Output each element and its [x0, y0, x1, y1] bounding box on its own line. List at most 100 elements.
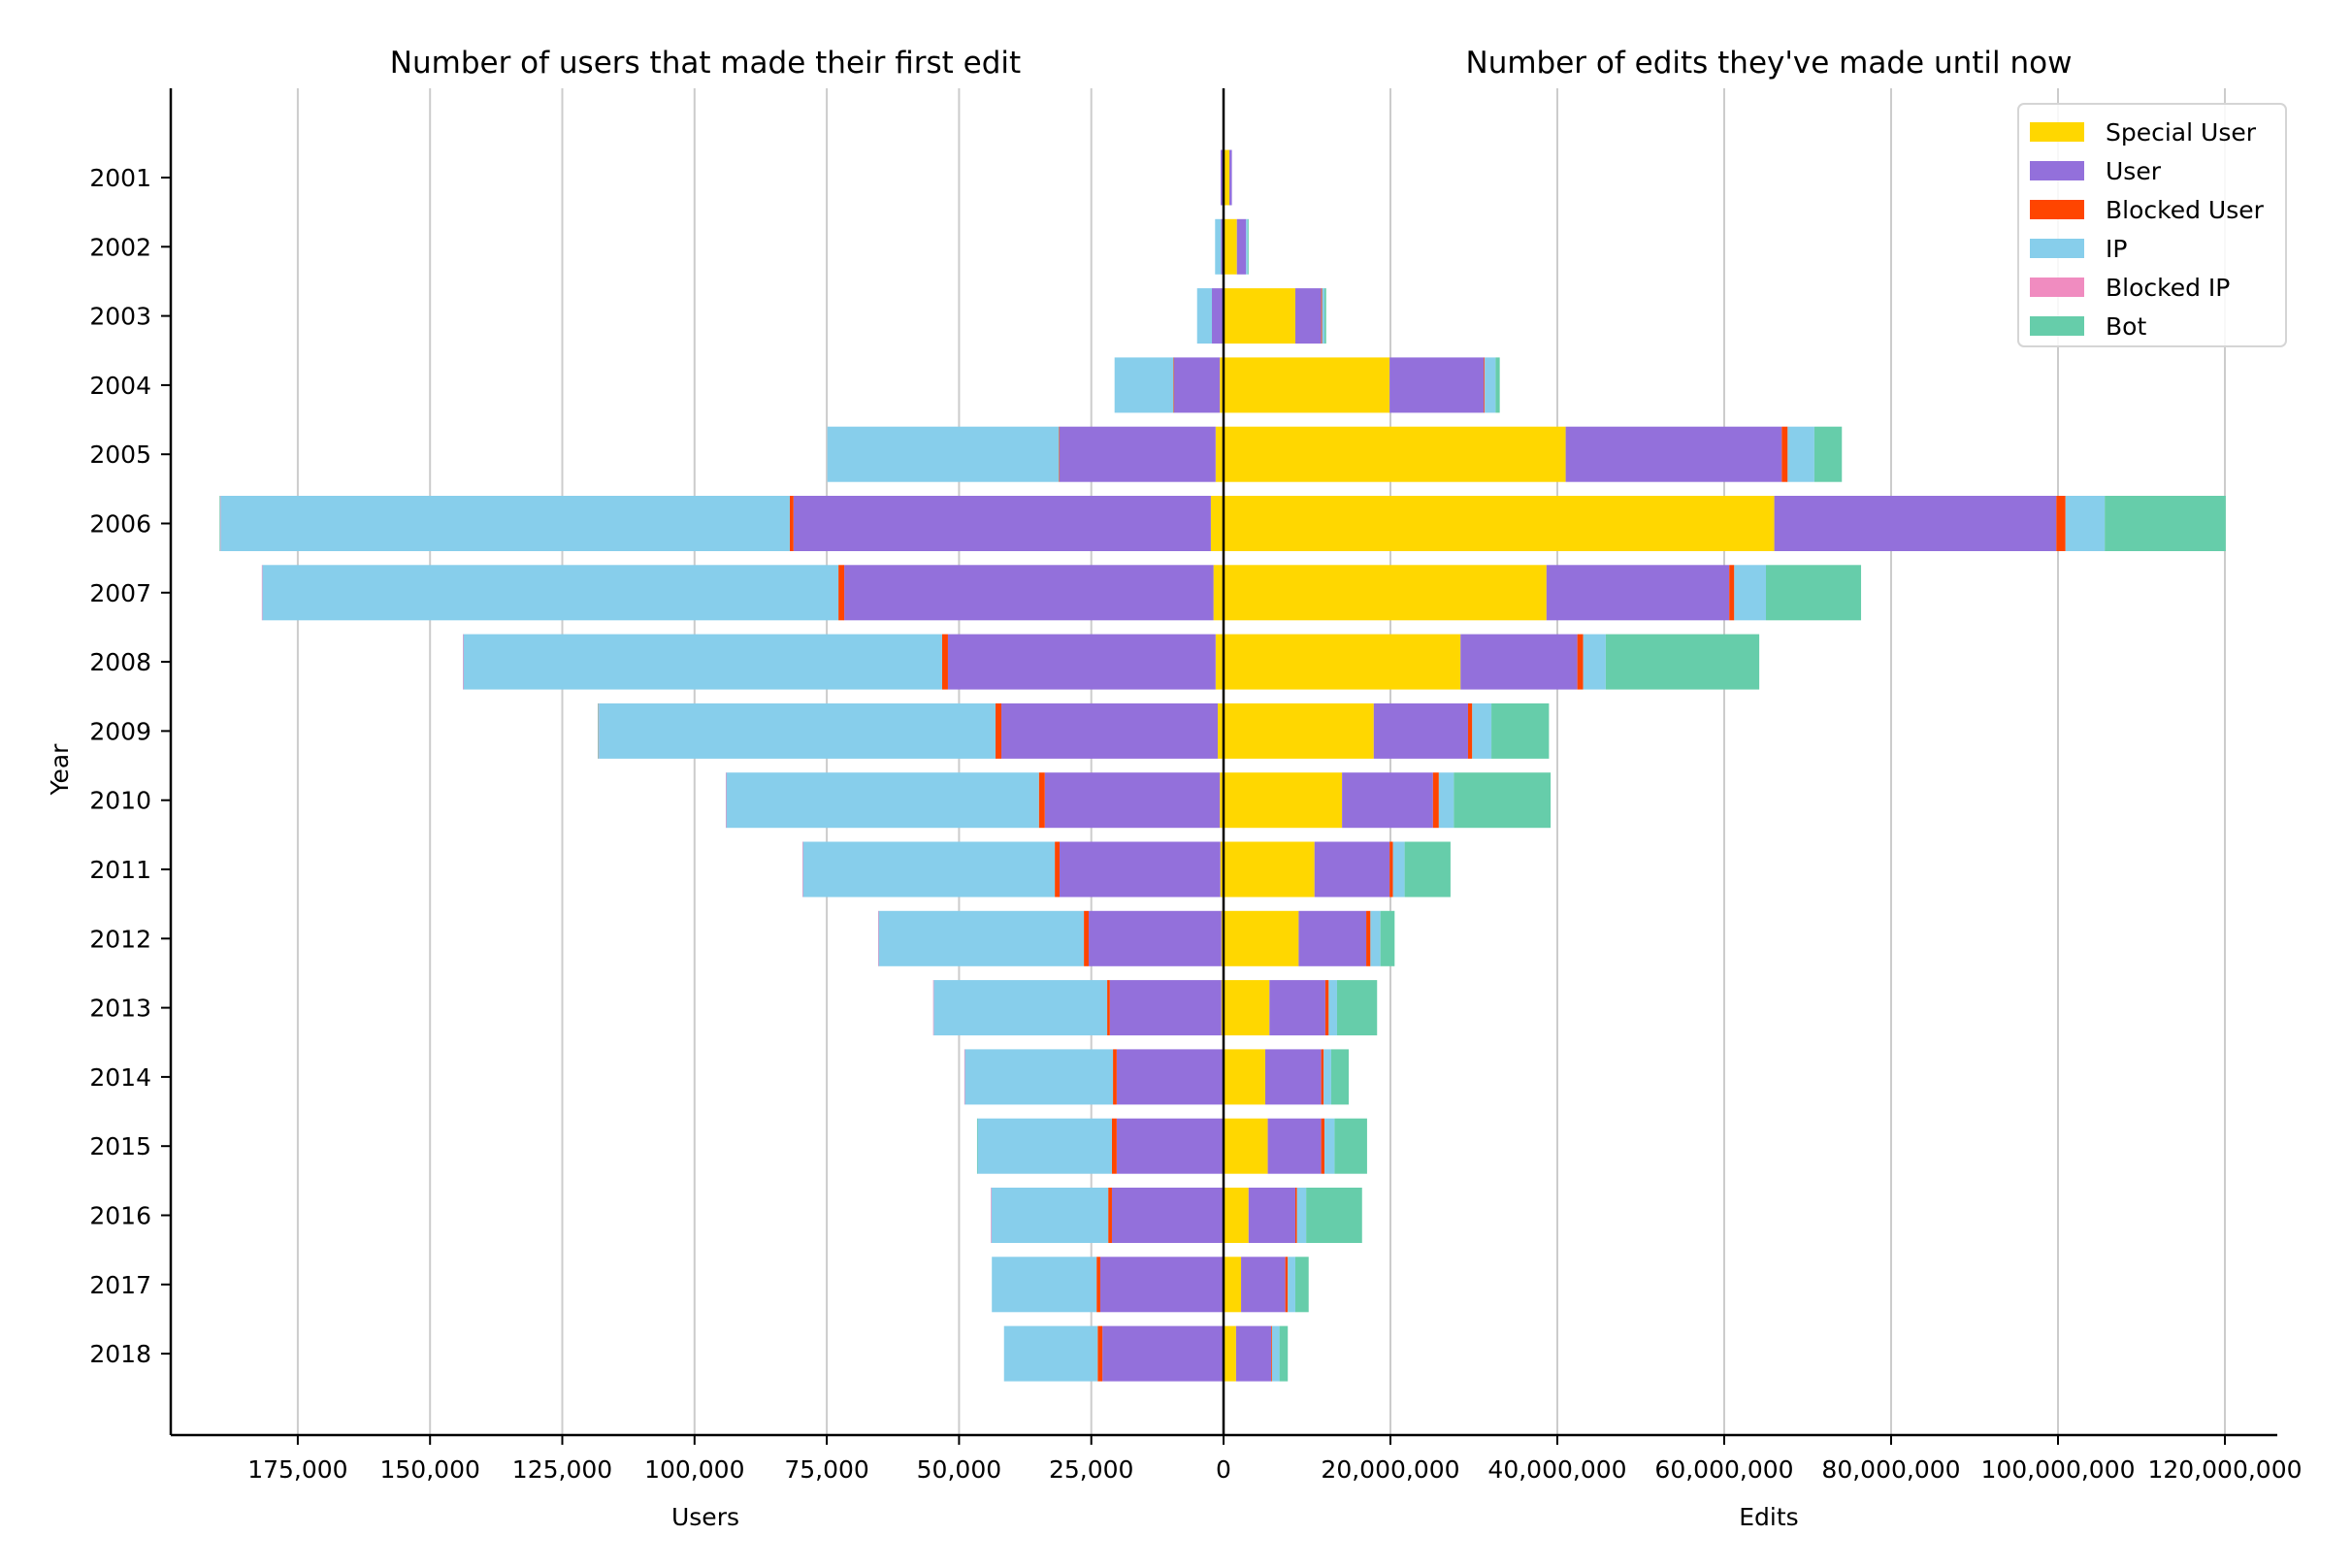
edits-bar-bot-2015 — [1334, 1118, 1367, 1174]
legend-swatch-special-user — [2030, 122, 2084, 142]
legend-swatch-user — [2030, 161, 2084, 180]
y-tick-label: 2003 — [89, 303, 151, 331]
edits-bar-special-user-2003 — [1224, 288, 1295, 344]
edits-bar-special-user-2008 — [1224, 634, 1461, 690]
legend-label-user: User — [2106, 157, 2162, 185]
edits-bar-bot-2016 — [1306, 1188, 1362, 1243]
left-chart-title: Number of users that made their first ed… — [390, 46, 1021, 81]
edits-bar-bot-2003 — [1324, 288, 1326, 344]
users-bar-blocked-ip-2011 — [802, 841, 803, 898]
edits-bar-bot-2014 — [1330, 1049, 1349, 1105]
users-bar-blocked-user-2016 — [1108, 1188, 1112, 1243]
edits-bar-bot-2012 — [1380, 910, 1395, 966]
left-x-tick-label: 25,000 — [1049, 1455, 1133, 1484]
users-bar-blocked-user-2007 — [838, 565, 845, 621]
edits-bar-blocked-user-2011 — [1389, 841, 1393, 898]
y-tick-label: 2009 — [89, 717, 151, 745]
edits-bar-user-2011 — [1314, 841, 1390, 898]
users-bar-blocked-ip-2009 — [598, 702, 600, 759]
users-bar-ip-2007 — [262, 565, 839, 621]
edits-bar-blocked-user-2008 — [1577, 634, 1584, 690]
edits-bar-user-2013 — [1269, 980, 1325, 1036]
users-bar-ip-2005 — [827, 426, 1060, 482]
edits-bar-ip-2011 — [1392, 841, 1405, 898]
users-bar-special-user-2004 — [1220, 357, 1224, 413]
edits-bar-user-2015 — [1267, 1118, 1322, 1174]
edits-bar-blocked-user-2005 — [1781, 426, 1788, 482]
users-bar-user-2009 — [1001, 702, 1219, 759]
edits-bar-bot-2011 — [1404, 841, 1451, 898]
edits-bar-blocked-user-2014 — [1321, 1049, 1324, 1105]
edits-bar-bot-2008 — [1605, 634, 1760, 690]
users-bar-blocked-ip-2006 — [219, 496, 221, 551]
right-x-tick-label: 120,000,000 — [2147, 1455, 2302, 1484]
users-bar-blocked-ip-2008 — [463, 634, 464, 690]
right-x-tick-label: 40,000,000 — [1487, 1455, 1626, 1484]
edits-bar-user-2002 — [1236, 218, 1247, 275]
users-bar-user-2013 — [1109, 980, 1222, 1036]
users-bar-ip-2008 — [463, 634, 942, 690]
users-bar-blocked-user-2012 — [1084, 910, 1089, 966]
edits-bar-ip-2004 — [1485, 357, 1496, 413]
users-bar-special-user-2009 — [1218, 702, 1224, 759]
edits-bar-user-2017 — [1241, 1257, 1286, 1313]
left-x-tick-label: 50,000 — [917, 1455, 1001, 1484]
users-bar-user-2003 — [1212, 288, 1224, 344]
users-bar-ip-2006 — [220, 496, 790, 551]
y-tick-label: 2008 — [89, 648, 151, 676]
users-bar-ip-2014 — [964, 1049, 1114, 1105]
edits-bar-bot-2002 — [1247, 218, 1249, 275]
left-x-axis-label: Users — [671, 1503, 739, 1531]
y-tick-label: 2011 — [89, 856, 151, 884]
bars — [219, 149, 2226, 1382]
edits-bar-special-user-2014 — [1224, 1049, 1265, 1105]
users-bar-special-user-2011 — [1220, 841, 1224, 898]
users-bar-ip-2004 — [1114, 357, 1174, 413]
users-bar-ip-2003 — [1196, 288, 1213, 344]
users-bar-blocked-user-2013 — [1107, 980, 1110, 1036]
left-x-tick-label: 125,000 — [512, 1455, 612, 1484]
y-axis-label: Year — [46, 743, 74, 797]
edits-bar-blocked-user-2017 — [1285, 1257, 1289, 1313]
y-tick-label: 2004 — [89, 372, 151, 400]
edits-bar-special-user-2007 — [1224, 565, 1547, 621]
legend-label-blocked-user: Blocked User — [2106, 196, 2265, 224]
left-x-tick-label: 150,000 — [380, 1455, 480, 1484]
users-bar-user-2004 — [1173, 357, 1221, 413]
edits-bar-user-2001 — [1229, 149, 1232, 206]
users-bar-blocked-ip-2016 — [991, 1188, 992, 1243]
edits-bar-blocked-user-2004 — [1484, 357, 1486, 413]
edits-bar-bot-2013 — [1336, 980, 1378, 1036]
users-bar-blocked-user-2014 — [1113, 1049, 1117, 1105]
edits-bar-user-2014 — [1265, 1049, 1322, 1105]
users-bar-user-2016 — [1111, 1188, 1223, 1243]
legend: Special User User Blocked User IP Blocked IP… — [2017, 103, 2287, 347]
edits-bar-bot-2007 — [1766, 565, 1862, 621]
users-bar-user-2017 — [1099, 1257, 1224, 1313]
edits-bar-ip-2015 — [1324, 1118, 1335, 1174]
edits-bar-special-user-2010 — [1224, 772, 1343, 829]
users-bar-special-user-2008 — [1215, 634, 1224, 690]
edits-bar-ip-2008 — [1583, 634, 1606, 690]
users-bar-blocked-user-2018 — [1097, 1325, 1103, 1382]
users-bar-ip-2016 — [991, 1188, 1109, 1243]
users-bar-ip-2002 — [1215, 218, 1222, 275]
edits-bar-special-user-2015 — [1224, 1118, 1268, 1174]
y-tick-label: 2006 — [89, 510, 151, 539]
legend-label-ip: IP — [2106, 235, 2127, 263]
edits-bar-blocked-user-2016 — [1294, 1188, 1297, 1243]
legend-swatch-ip — [2030, 239, 2084, 258]
edits-bar-special-user-2006 — [1224, 496, 1775, 551]
legend-label-bot: Bot — [2106, 312, 2146, 341]
edits-bar-user-2018 — [1235, 1325, 1272, 1382]
right-chart-title: Number of edits they've made until now — [1466, 46, 2073, 81]
edits-bar-bot-2004 — [1495, 357, 1500, 413]
edits-bar-special-user-2012 — [1224, 910, 1299, 966]
y-tick-label: 2017 — [89, 1271, 151, 1299]
edits-bar-ip-2013 — [1328, 980, 1337, 1036]
legend-label-blocked-ip: Blocked IP — [2106, 274, 2230, 302]
y-ticks: 2001 2002 2003 2004 2005 2006 2007 2008 2009 2010… — [89, 164, 171, 1368]
edits-bar-user-2016 — [1248, 1188, 1295, 1243]
right-x-tick-label: 20,000,000 — [1321, 1455, 1459, 1484]
